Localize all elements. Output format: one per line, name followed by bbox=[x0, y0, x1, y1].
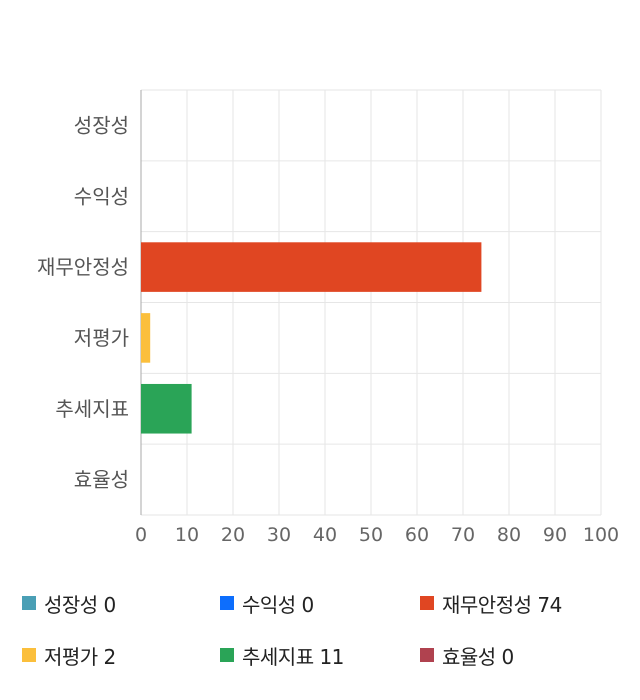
legend-item: 재무안정성 74 bbox=[420, 588, 562, 618]
category-label: 수익성 bbox=[74, 184, 129, 208]
legend-label: 수익성 0 bbox=[242, 592, 314, 617]
legend-item: 추세지표 11 bbox=[220, 640, 344, 670]
legend-item: 수익성 0 bbox=[220, 588, 314, 618]
x-tick-label: 20 bbox=[221, 524, 245, 546]
legend: 성장성 0 수익성 0 재무안정성 74 저평가 2 추세지표 11 효율성 0 bbox=[0, 580, 640, 690]
legend-item: 성장성 0 bbox=[22, 588, 116, 618]
x-tick-label: 10 bbox=[175, 524, 199, 546]
legend-swatch bbox=[220, 596, 234, 610]
category-label: 효율성 bbox=[74, 468, 129, 492]
x-tick-label: 30 bbox=[267, 524, 291, 546]
legend-swatch bbox=[420, 596, 434, 610]
x-tick-label: 80 bbox=[497, 524, 521, 546]
x-tick-label: 0 bbox=[135, 524, 147, 546]
category-label: 저평가 bbox=[74, 326, 129, 350]
legend-swatch bbox=[420, 648, 434, 662]
x-tick-label: 100 bbox=[583, 524, 619, 546]
bar bbox=[141, 313, 151, 363]
legend-item: 저평가 2 bbox=[22, 640, 116, 670]
category-label: 재무안정성 bbox=[37, 255, 129, 279]
legend-label: 효율성 0 bbox=[442, 644, 514, 669]
legend-swatch bbox=[220, 648, 234, 662]
legend-label: 저평가 2 bbox=[44, 644, 116, 669]
x-tick-label: 90 bbox=[543, 524, 567, 546]
x-tick-label: 50 bbox=[359, 524, 383, 546]
category-label: 추세지표 bbox=[55, 397, 129, 421]
legend-item: 효율성 0 bbox=[420, 640, 514, 670]
legend-label: 재무안정성 74 bbox=[442, 592, 562, 617]
x-tick-label: 40 bbox=[313, 524, 337, 546]
legend-label: 성장성 0 bbox=[44, 592, 116, 617]
legend-swatch bbox=[22, 648, 36, 662]
x-tick-label: 70 bbox=[451, 524, 475, 546]
bar bbox=[141, 383, 192, 434]
category-label: 성장성 bbox=[74, 113, 129, 137]
bar bbox=[141, 242, 482, 292]
x-tick-label: 60 bbox=[405, 524, 429, 546]
legend-label: 추세지표 11 bbox=[242, 644, 344, 669]
legend-swatch bbox=[22, 596, 36, 610]
